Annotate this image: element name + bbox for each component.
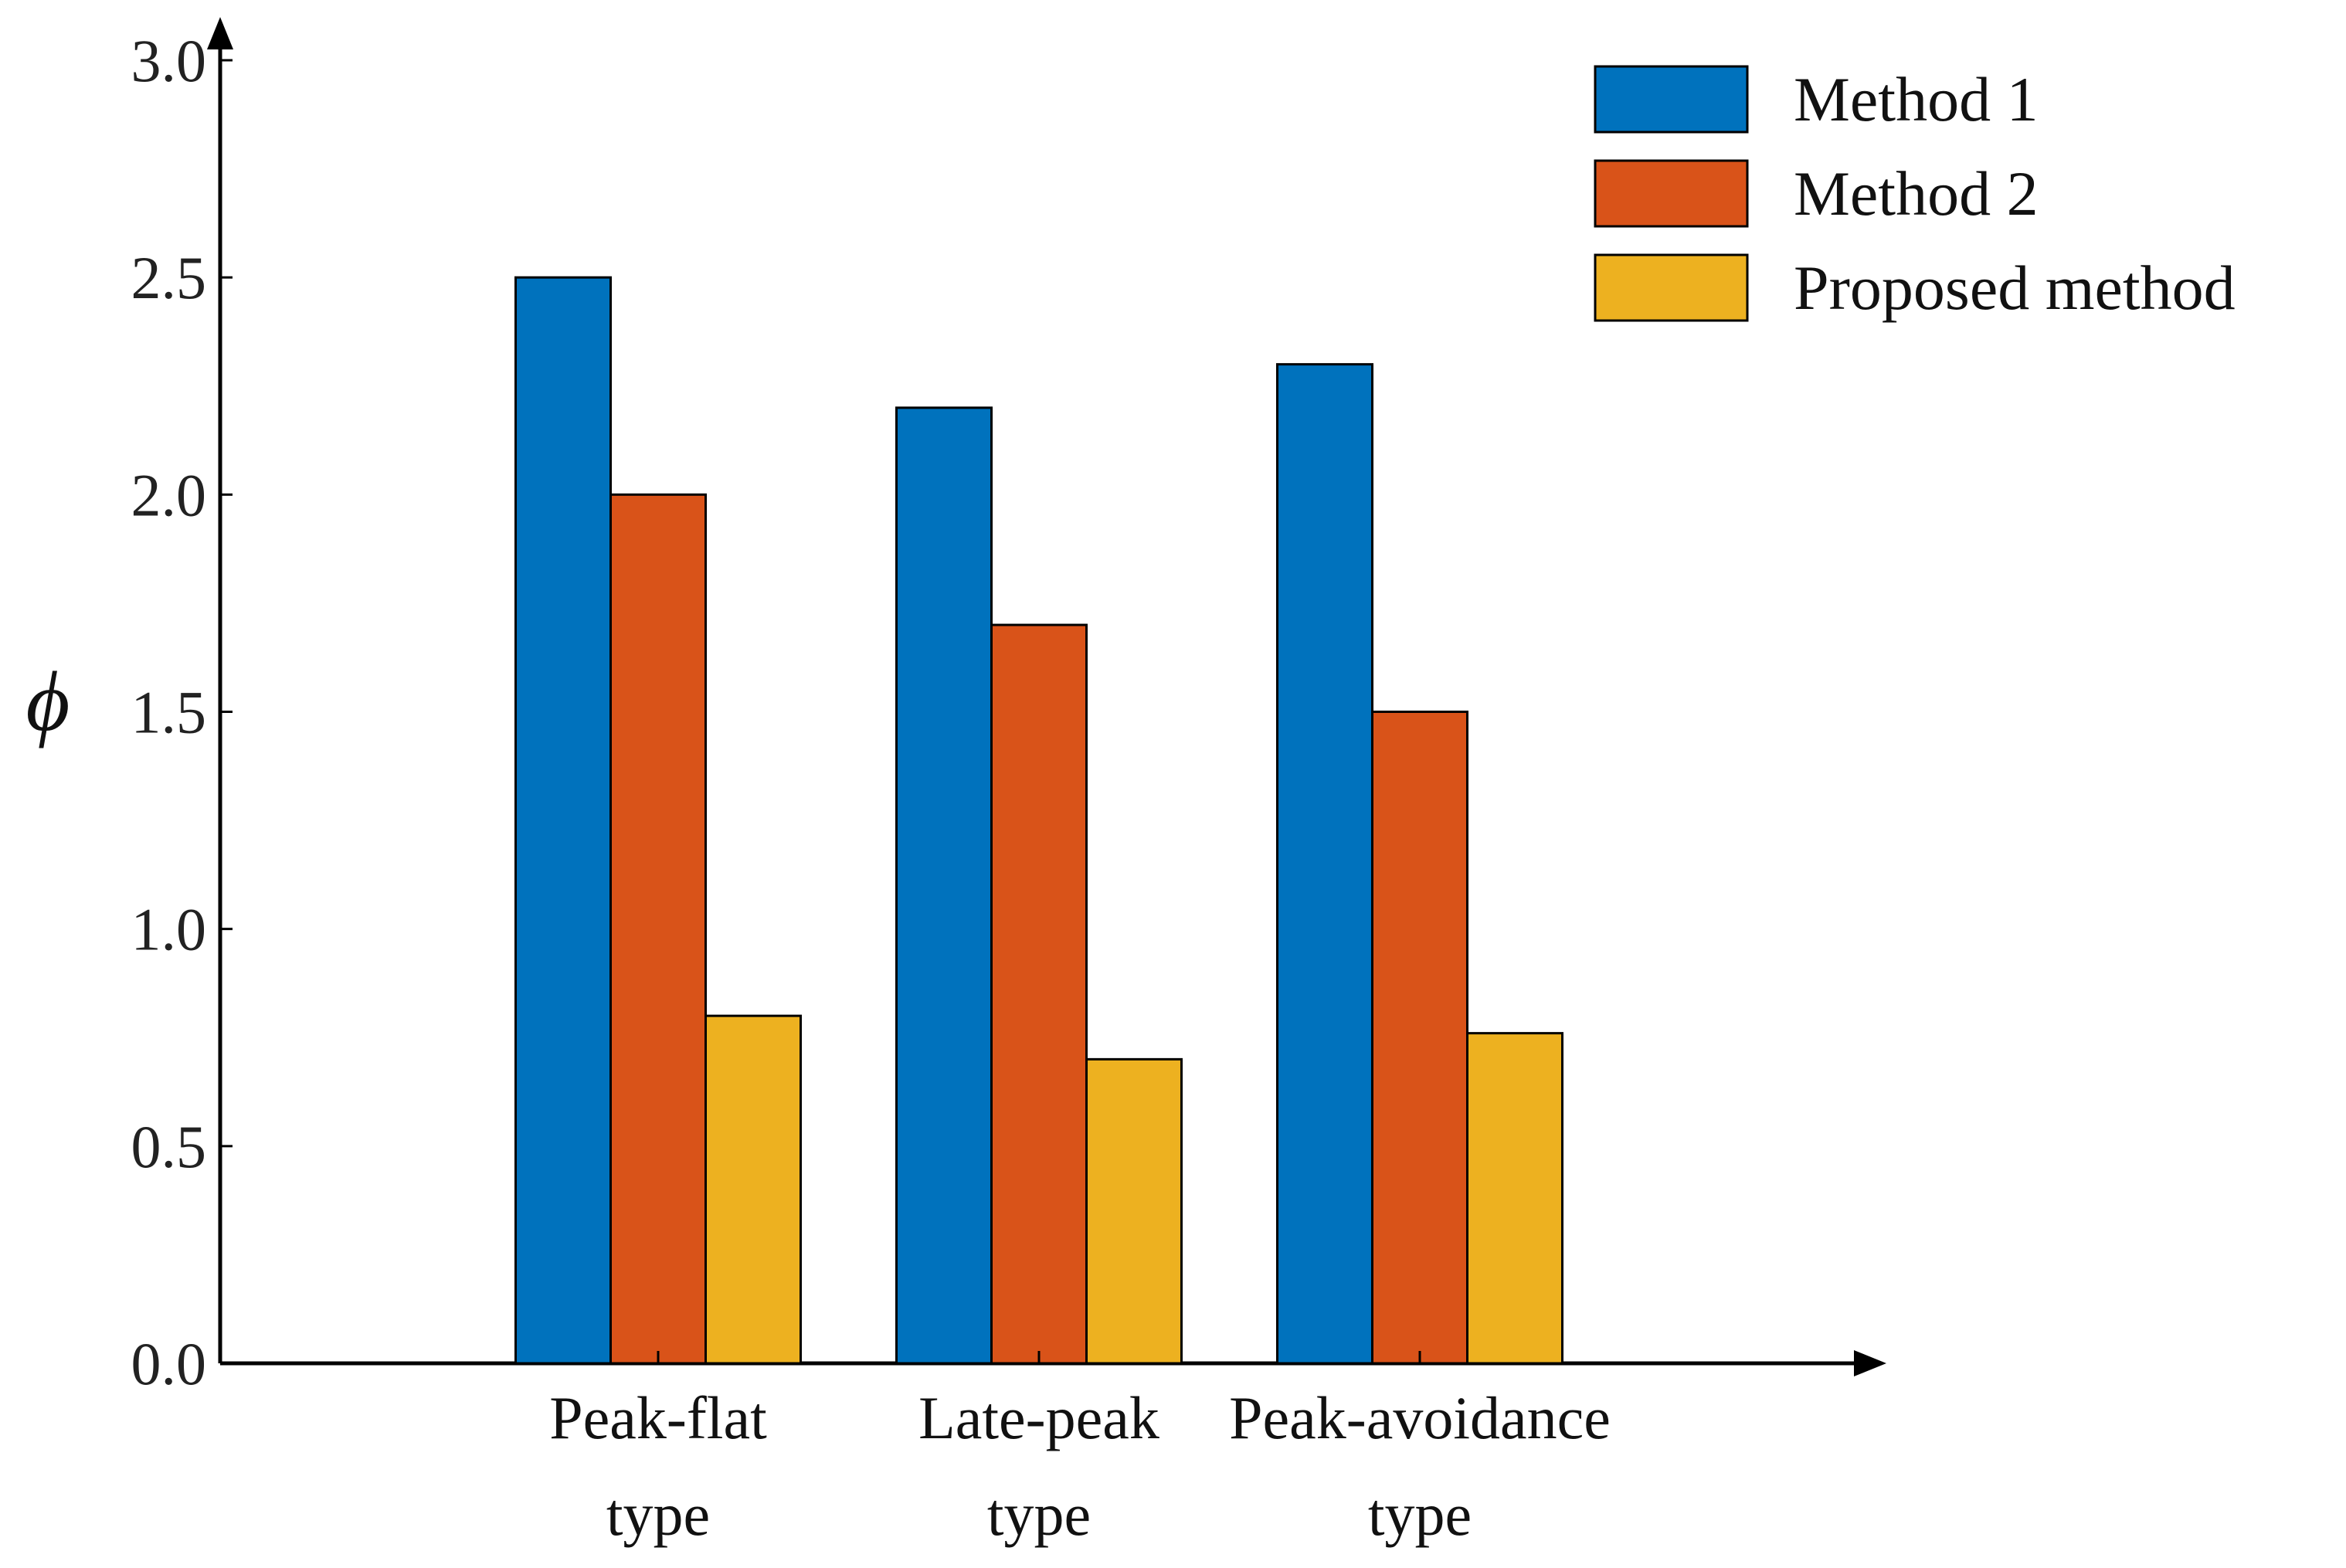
bar-proposed-method-2 [1085,1057,1183,1365]
legend-label: Method 1 [1794,64,2039,134]
bar-method-2-1 [609,493,707,1365]
y-axis-arrow [207,17,233,49]
x-category-label: Peak-flat [549,1384,767,1451]
x-category-label: type [987,1481,1091,1548]
bars [514,276,1563,1365]
bar-proposed-method-3 [1466,1032,1563,1365]
x-category-label: type [1368,1481,1472,1548]
y-tick-label: 2.5 [131,244,207,311]
bar-method-1-1 [514,276,612,1365]
y-tick-label: 1.0 [131,896,207,963]
x-category-label: Late-peak [918,1384,1159,1451]
y-tick-label: 0.5 [131,1113,207,1180]
x-category-label: Peak-avoidance [1229,1384,1611,1451]
legend-label: Proposed method [1794,253,2236,323]
bar-method-2-2 [990,623,1088,1365]
legend-swatch [1594,65,1749,134]
bar-method-1-3 [1276,363,1373,1365]
y-axis-label: ϕ [26,654,70,748]
bar-proposed-method-1 [704,1014,802,1365]
y-tick-label: 1.5 [131,679,207,746]
y-tick-label: 2.0 [131,461,207,528]
legend-swatch [1594,253,1749,322]
x-axis-arrow [1854,1350,1886,1376]
bar-method-2-3 [1371,711,1468,1365]
x-category-label: type [606,1481,710,1548]
y-tick-label: 3.0 [131,27,207,94]
legend-swatch [1594,159,1749,228]
x-category-labels: Peak-flat type Late-peak type Peak-avoidance… [549,1351,1611,1548]
y-tick-label: 0.0 [131,1330,207,1397]
bar-method-1-2 [895,406,993,1365]
y-ticks: 0.0 0.5 1.0 1.5 2.0 2.5 3.0 [131,27,233,1397]
legend-label: Method 2 [1794,158,2039,229]
legend: Method 1 Method 2 Proposed method [1594,64,2236,323]
